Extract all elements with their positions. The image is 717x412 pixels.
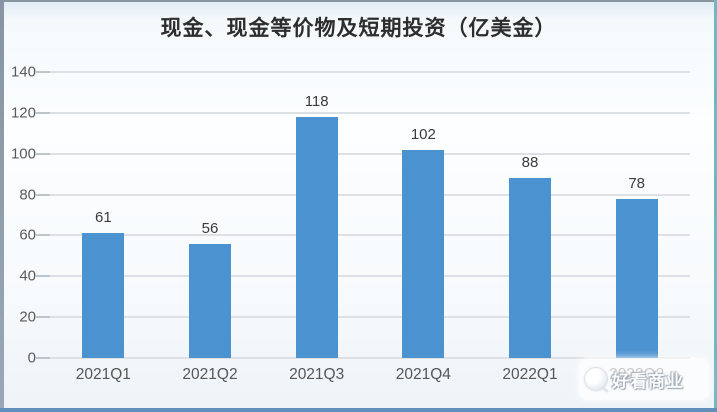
y-axis-tick-label: 120 xyxy=(10,104,36,122)
y-axis-tick-label: 0 xyxy=(27,349,36,367)
y-axis-tick-label: 40 xyxy=(19,267,36,285)
x-axis-label: 2021Q3 xyxy=(289,366,345,383)
y-axis-tick-label: 100 xyxy=(10,145,36,163)
y-axis-tick-label: 80 xyxy=(19,186,36,204)
x-axis-label: 2022Q1 xyxy=(502,366,558,383)
y-axis-tickmark xyxy=(36,275,50,278)
gridline xyxy=(50,357,690,359)
right-border xyxy=(714,0,717,412)
bottom-border xyxy=(0,408,717,412)
bar-2021Q1 xyxy=(82,233,125,358)
bar-2021Q2 xyxy=(189,243,231,358)
bar-value-label: 102 xyxy=(410,125,436,143)
y-axis-tickmark xyxy=(36,357,50,359)
plot-area: 61 56 118 102 88 78 xyxy=(36,71,690,359)
gridline xyxy=(50,275,690,278)
y-axis-tick-label: 60 xyxy=(19,226,36,244)
y-axis: 0 20 40 60 80 100 120 140 xyxy=(0,64,44,367)
top-border xyxy=(0,0,717,2)
watermark-logo-icon xyxy=(585,368,607,390)
x-axis-label: 2021Q1 xyxy=(75,366,131,383)
y-axis-tick-label: 140 xyxy=(10,63,36,81)
bar-value-label: 118 xyxy=(304,92,329,110)
bar-value-label: 88 xyxy=(521,154,539,172)
chart-title: 现金、现金等价物及短期投资（亿美金） xyxy=(160,17,557,40)
y-axis-tickmark xyxy=(36,193,50,196)
bar-2022Q2 xyxy=(615,198,658,358)
x-axis-label: 2021Q2 xyxy=(182,366,238,383)
bar-value-label: 78 xyxy=(628,174,645,192)
gridline xyxy=(50,71,690,73)
gridline xyxy=(50,152,690,155)
bar-value-label: 56 xyxy=(201,219,219,237)
gridline xyxy=(50,234,690,237)
y-axis-tickmark xyxy=(36,152,50,155)
y-axis-tickmark xyxy=(36,111,50,114)
x-axis-label: 2021Q4 xyxy=(395,366,451,383)
watermark: 好看商业 xyxy=(579,358,709,400)
bar-2022Q1 xyxy=(509,178,551,358)
gridline xyxy=(50,316,690,319)
gridline xyxy=(50,111,690,114)
gridline xyxy=(50,193,690,196)
y-axis-tickmark xyxy=(36,71,50,73)
y-axis-tickmark xyxy=(36,316,50,319)
left-border xyxy=(0,0,4,412)
bar-2021Q3 xyxy=(295,116,338,358)
watermark-text: 好看商业 xyxy=(612,371,684,391)
bar-2021Q4 xyxy=(402,149,445,358)
bar-value-label: 61 xyxy=(94,209,112,227)
y-axis-tick-label: 20 xyxy=(19,308,36,326)
y-axis-tickmark xyxy=(36,234,50,237)
